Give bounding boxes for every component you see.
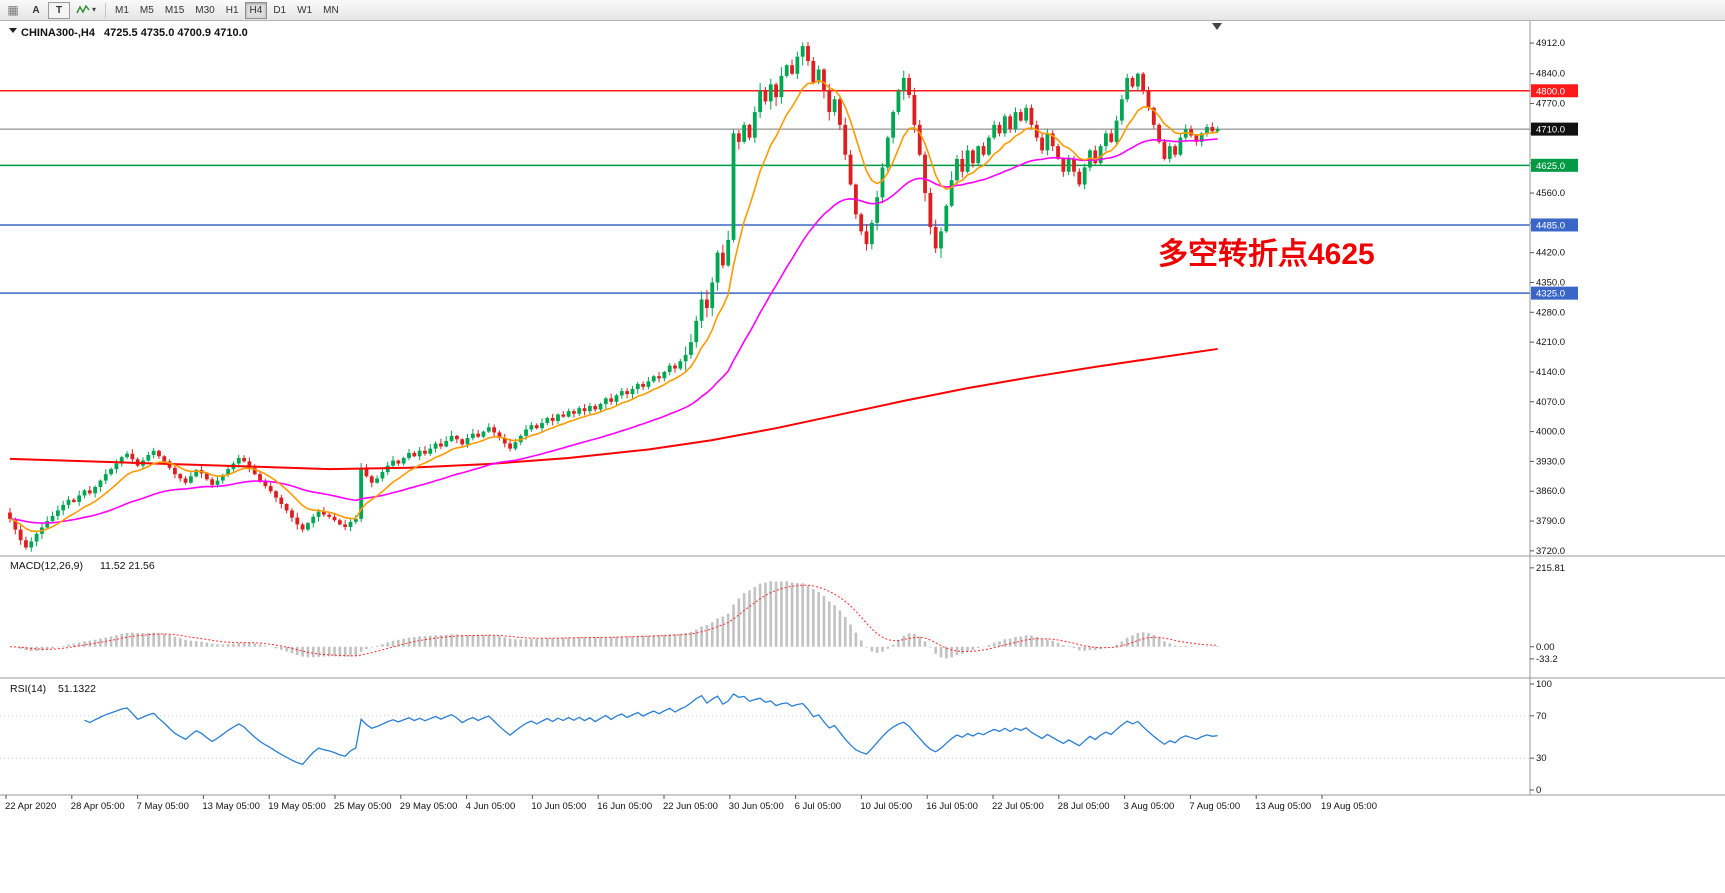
svg-text:10 Jun 05:00: 10 Jun 05:00 xyxy=(531,801,586,812)
svg-text:4912.0: 4912.0 xyxy=(1536,38,1565,49)
svg-text:0: 0 xyxy=(1536,785,1541,796)
timeframe-button-d1[interactable]: D1 xyxy=(268,2,291,19)
macd-values: 11.52 21.56 xyxy=(100,560,155,572)
svg-text:4350.0: 4350.0 xyxy=(1536,277,1565,288)
timeframe-button-h4[interactable]: H4 xyxy=(244,1,268,19)
svg-text:4420.0: 4420.0 xyxy=(1536,248,1565,259)
svg-text:3720.0: 3720.0 xyxy=(1536,546,1565,557)
indicators-zigzag-icon xyxy=(76,4,90,14)
svg-text:28 Apr 05:00: 28 Apr 05:00 xyxy=(71,801,125,812)
svg-text:16 Jun 05:00: 16 Jun 05:00 xyxy=(597,801,652,812)
svg-text:7 May 05:00: 7 May 05:00 xyxy=(137,801,189,812)
svg-text:3860.0: 3860.0 xyxy=(1536,486,1565,497)
svg-text:0.00: 0.00 xyxy=(1536,642,1555,653)
macd-label: MACD(12,26,9) xyxy=(10,560,83,572)
cursor-tool-button[interactable]: A xyxy=(25,2,47,19)
svg-text:4485.0: 4485.0 xyxy=(1536,220,1565,231)
rsi-label: RSI(14) xyxy=(10,683,46,695)
axes: 4912.0 4840.0 4770.0 4560.0 4420.0 4350.0 4280… xyxy=(0,21,1725,812)
svg-text:10 Jul 05:00: 10 Jul 05:00 xyxy=(860,801,912,812)
svg-text:4560.0: 4560.0 xyxy=(1536,188,1565,199)
svg-text:25 May 05:00: 25 May 05:00 xyxy=(334,801,392,812)
svg-text:4070.0: 4070.0 xyxy=(1536,397,1565,408)
svg-text:215.81: 215.81 xyxy=(1536,563,1565,574)
svg-text:4140.0: 4140.0 xyxy=(1536,367,1565,378)
chart-title: CHINA300-,H4 xyxy=(21,27,96,39)
text-tool-button[interactable]: T xyxy=(48,1,70,19)
svg-text:4 Jun 05:00: 4 Jun 05:00 xyxy=(466,801,516,812)
svg-text:4000.0: 4000.0 xyxy=(1536,427,1565,438)
macd-indicator xyxy=(9,581,1219,659)
timeframe-button-h1[interactable]: H1 xyxy=(221,2,244,19)
svg-text:16 Jul 05:00: 16 Jul 05:00 xyxy=(926,801,978,812)
svg-text:29 May 05:00: 29 May 05:00 xyxy=(400,801,458,812)
svg-text:19 May 05:00: 19 May 05:00 xyxy=(268,801,326,812)
indicators-dropdown-button[interactable]: ▾ xyxy=(71,2,101,19)
svg-text:7 Aug 05:00: 7 Aug 05:00 xyxy=(1189,801,1240,812)
svg-text:28 Jul 05:00: 28 Jul 05:00 xyxy=(1058,801,1110,812)
svg-text:30: 30 xyxy=(1536,753,1547,764)
timeframe-button-mn[interactable]: MN xyxy=(318,2,344,19)
svg-text:22 Jul 05:00: 22 Jul 05:00 xyxy=(992,801,1044,812)
chart-ohlc-readout: 4725.5 4735.0 4700.9 4710.0 xyxy=(104,27,248,39)
svg-text:4800.0: 4800.0 xyxy=(1536,86,1565,97)
dropdown-caret-icon: ▾ xyxy=(92,5,97,14)
candlestick-series xyxy=(8,42,1220,552)
title-arrow-icon[interactable] xyxy=(9,28,17,33)
svg-text:3790.0: 3790.0 xyxy=(1536,516,1565,527)
timeframe-button-m15[interactable]: M15 xyxy=(160,2,189,19)
toolbar: ▦ A T ▾ M1 M5 M15 M30 H1 H4 D1 W1 MN xyxy=(0,0,1725,21)
chart-canvas[interactable]: 4912.0 4840.0 4770.0 4560.0 4420.0 4350.0 4280… xyxy=(0,21,1725,893)
chart-window-button[interactable]: ▦ xyxy=(2,2,24,19)
rsi-value: 51.1322 xyxy=(58,683,96,695)
svg-text:70: 70 xyxy=(1536,711,1547,722)
svg-text:22 Apr 2020: 22 Apr 2020 xyxy=(5,801,56,812)
toolbar-separator xyxy=(105,2,107,18)
rsi-indicator xyxy=(0,693,1530,766)
svg-text:6 Jul 05:00: 6 Jul 05:00 xyxy=(795,801,841,812)
svg-text:4280.0: 4280.0 xyxy=(1536,307,1565,318)
svg-text:3 Aug 05:00: 3 Aug 05:00 xyxy=(1124,801,1175,812)
svg-text:4625.0: 4625.0 xyxy=(1536,161,1565,172)
timeframe-button-m1[interactable]: M1 xyxy=(110,2,134,19)
timeframe-button-w1[interactable]: W1 xyxy=(292,2,317,19)
timeframe-button-m30[interactable]: M30 xyxy=(190,2,219,19)
svg-text:4840.0: 4840.0 xyxy=(1536,69,1565,80)
svg-text:30 Jun 05:00: 30 Jun 05:00 xyxy=(729,801,784,812)
svg-text:19 Aug 05:00: 19 Aug 05:00 xyxy=(1321,801,1377,812)
svg-text:4770.0: 4770.0 xyxy=(1536,99,1565,110)
moving-averages xyxy=(9,79,1218,533)
timeframe-button-m5[interactable]: M5 xyxy=(135,2,159,19)
chart-annotation-text[interactable]: 多空转折点4625 xyxy=(1158,238,1375,271)
svg-text:4710.0: 4710.0 xyxy=(1536,125,1565,136)
svg-text:13 Aug 05:00: 13 Aug 05:00 xyxy=(1255,801,1311,812)
svg-text:22 Jun 05:00: 22 Jun 05:00 xyxy=(663,801,718,812)
svg-text:-33.2: -33.2 xyxy=(1536,654,1558,665)
svg-text:100: 100 xyxy=(1536,679,1552,690)
svg-text:4210.0: 4210.0 xyxy=(1536,337,1565,348)
svg-text:4325.0: 4325.0 xyxy=(1536,289,1565,300)
grid-icon: ▦ xyxy=(7,3,19,17)
svg-text:3930.0: 3930.0 xyxy=(1536,456,1565,467)
svg-text:13 May 05:00: 13 May 05:00 xyxy=(202,801,260,812)
chart-shift-marker-icon[interactable] xyxy=(1212,23,1222,30)
chart-background xyxy=(0,21,1725,893)
